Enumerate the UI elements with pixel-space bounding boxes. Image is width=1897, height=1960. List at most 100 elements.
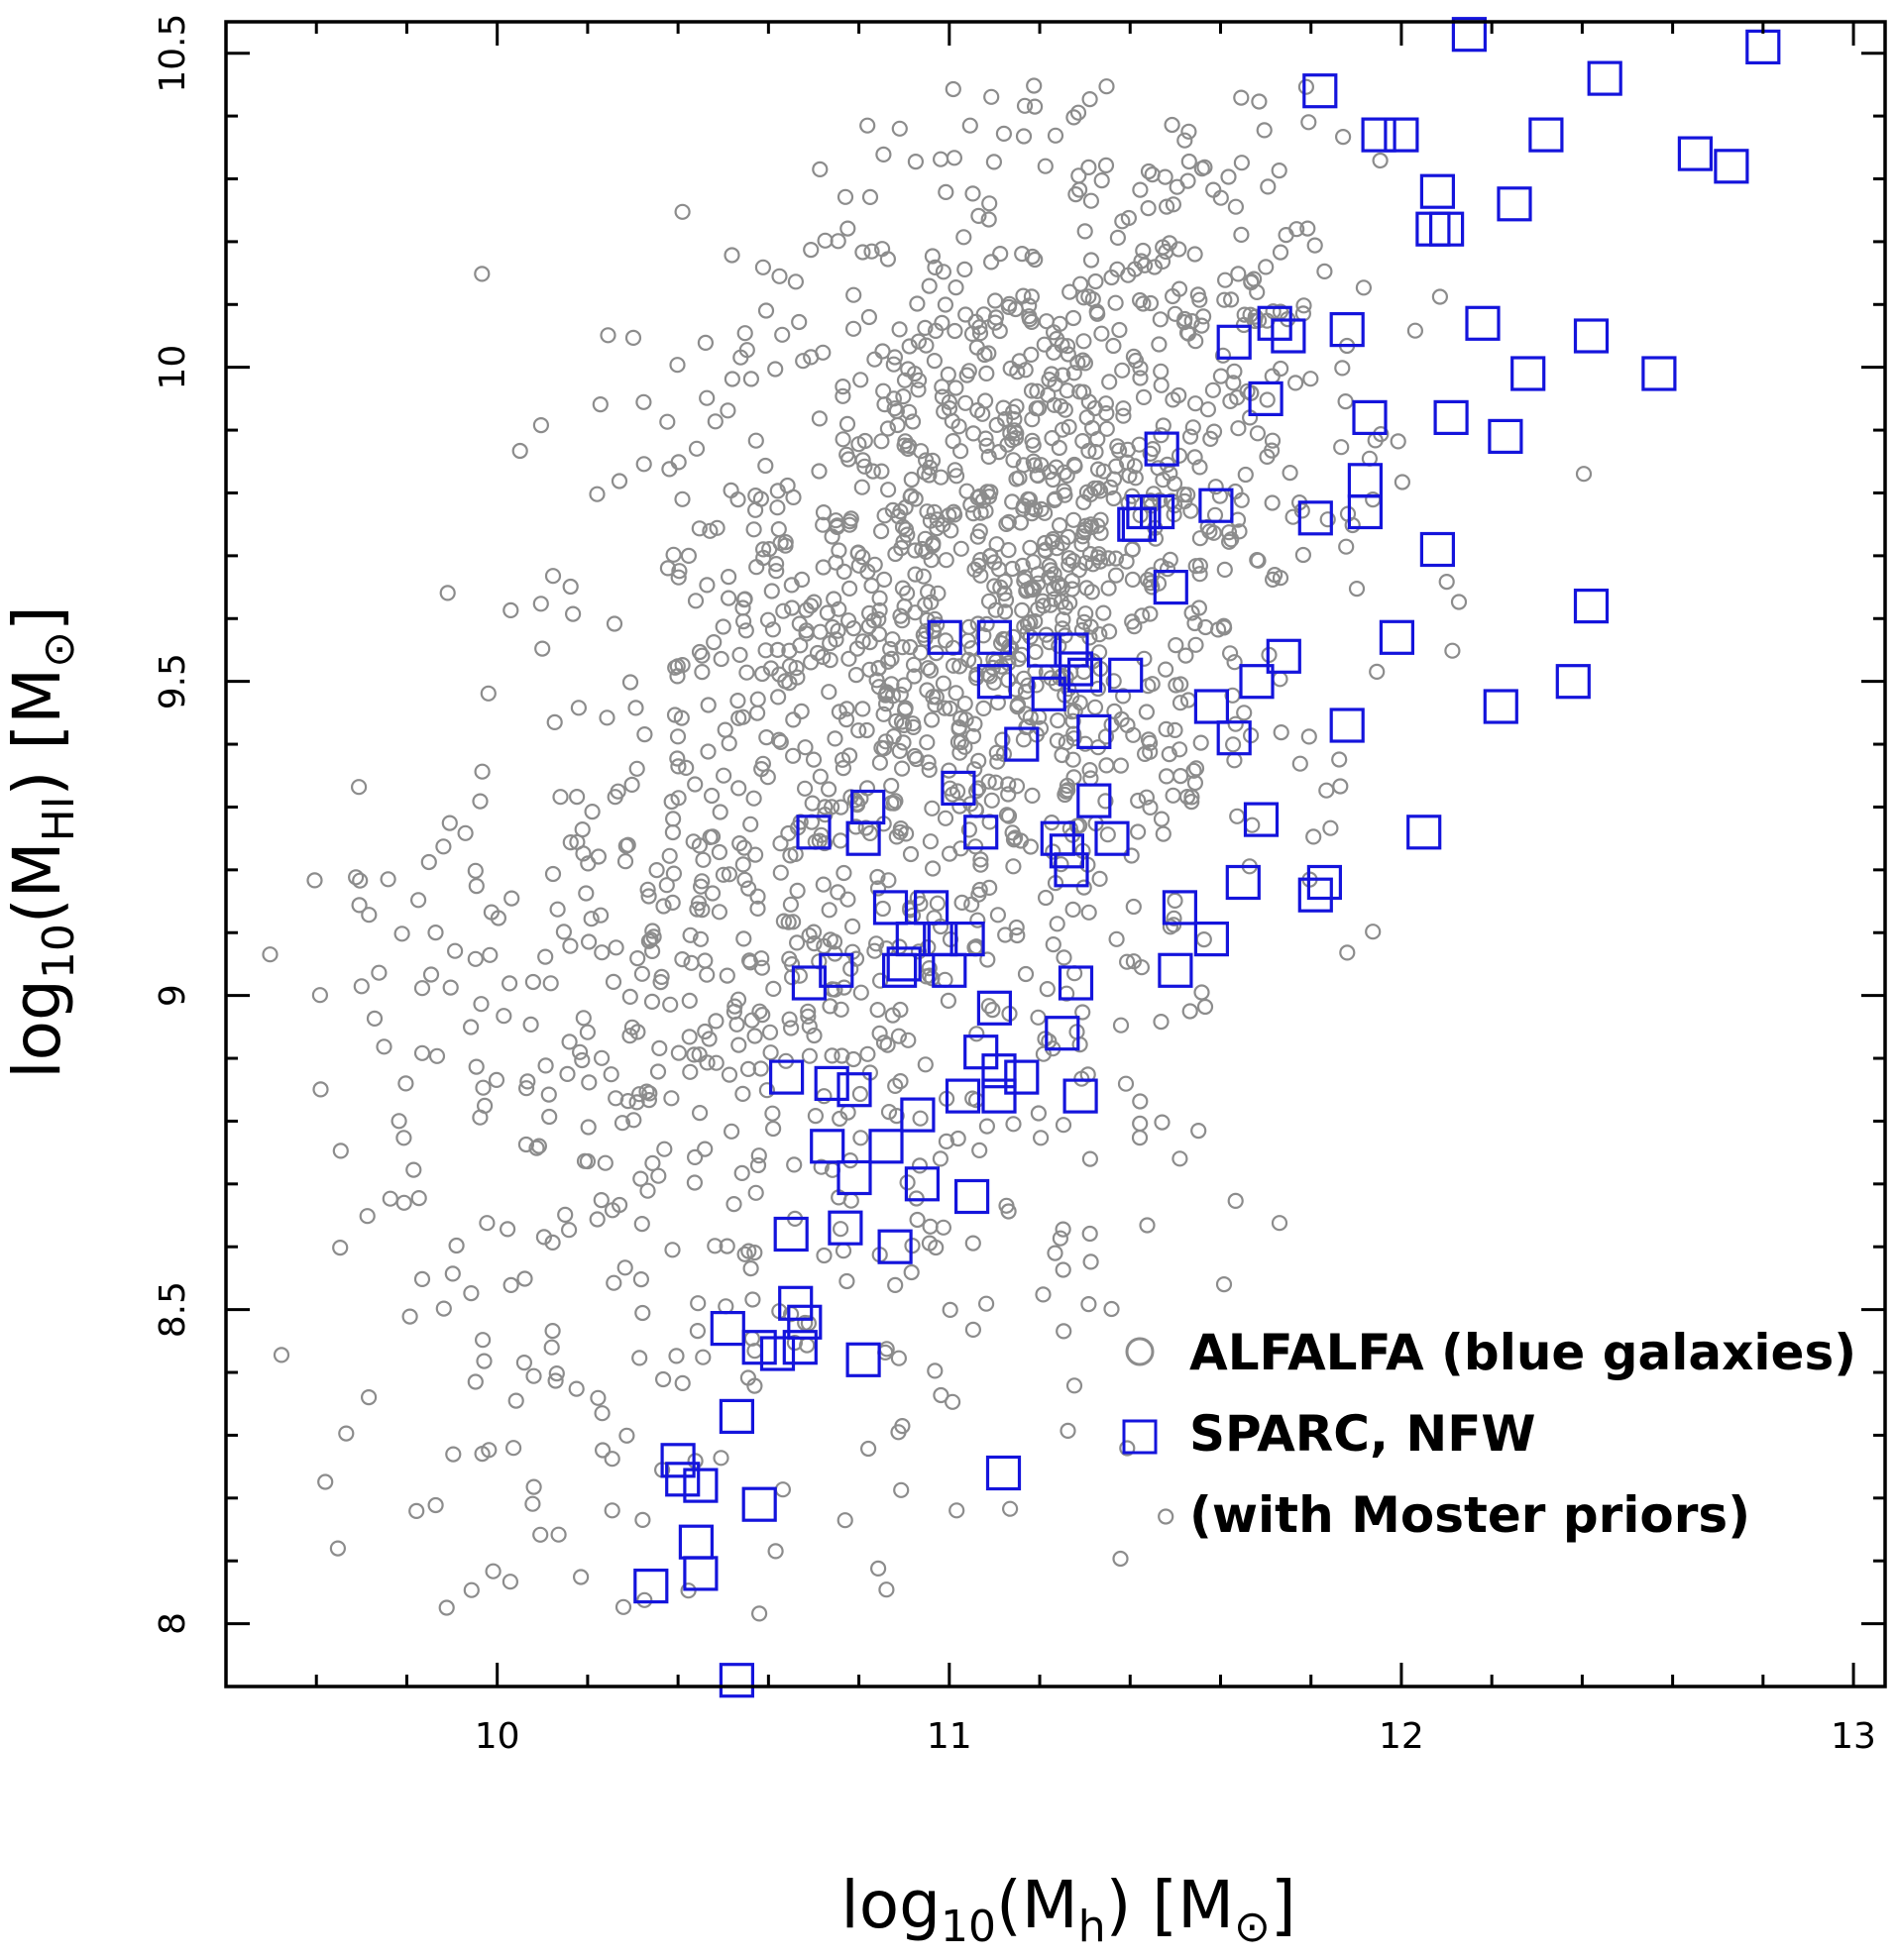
alfalfa-point (664, 894, 681, 912)
alfalfa-point (923, 711, 941, 728)
alfalfa-point (361, 1388, 378, 1406)
alfalfa-point (1204, 381, 1222, 398)
alfalfa-point (658, 877, 675, 894)
alfalfa-point (832, 1221, 849, 1238)
alfalfa-point (793, 703, 810, 720)
alfalfa-point (1045, 843, 1061, 860)
alfalfa-point (547, 1372, 564, 1389)
sparc-point (1054, 632, 1089, 668)
alfalfa-point (1016, 97, 1034, 114)
alfalfa-point (1033, 457, 1050, 474)
alfalfa-point (1041, 557, 1058, 575)
alfalfa-point (854, 701, 871, 717)
alfalfa-point (1065, 109, 1082, 126)
alfalfa-point (1074, 352, 1091, 369)
alfalfa-point (1209, 621, 1227, 638)
alfalfa-point (894, 518, 912, 535)
alfalfa-point (621, 674, 639, 691)
alfalfa-point (1135, 295, 1152, 312)
alfalfa-point (964, 185, 981, 202)
sparc-point (810, 1129, 845, 1164)
alfalfa-point (1131, 1129, 1149, 1146)
plot-frame (224, 20, 1887, 1688)
alfalfa-point (803, 349, 820, 366)
sparc-point (845, 1342, 881, 1377)
alfalfa-point (1165, 196, 1182, 213)
alfalfa-point (1012, 514, 1030, 531)
alfalfa-point (932, 151, 949, 167)
alfalfa-point (1164, 116, 1180, 134)
alfalfa-point (1030, 1105, 1048, 1122)
alfalfa-point (749, 900, 766, 918)
sparc-point (1216, 324, 1252, 360)
alfalfa-point (530, 1138, 548, 1154)
alfalfa-point (691, 643, 709, 661)
alfalfa-point (422, 966, 440, 983)
alfalfa-point (1167, 721, 1183, 739)
alfalfa-point (1081, 761, 1098, 779)
alfalfa-point (442, 979, 459, 996)
alfalfa-point (911, 1157, 929, 1174)
alfalfa-point (1185, 762, 1202, 779)
alfalfa-point (1158, 720, 1174, 738)
alfalfa-point (1157, 168, 1173, 185)
alfalfa-point (736, 871, 753, 889)
alfalfa-point (1091, 870, 1108, 888)
alfalfa-point (836, 563, 852, 581)
alfalfa-point (1059, 777, 1076, 795)
alfalfa-point (627, 700, 644, 716)
alfalfa-point (871, 590, 888, 606)
alfalfa-point (1220, 533, 1238, 550)
alfalfa-point (788, 659, 805, 677)
alfalfa-point (995, 745, 1013, 763)
alfalfa-point (960, 618, 977, 635)
alfalfa-point (867, 935, 885, 952)
sparc-point (1465, 305, 1501, 341)
legend-circle-marker (1125, 1337, 1155, 1366)
sparc-point (1573, 318, 1610, 354)
alfalfa-point (1071, 275, 1089, 292)
sparc-point (1094, 820, 1130, 856)
alfalfa-point (1264, 571, 1282, 589)
alfalfa-point (813, 1158, 830, 1175)
alfalfa-point (645, 928, 662, 945)
alfalfa-point (1264, 494, 1281, 511)
alfalfa-point (1225, 375, 1242, 391)
alfalfa-point (1127, 261, 1144, 277)
sparc-point (963, 815, 999, 850)
alfalfa-point (311, 987, 328, 1004)
alfalfa-point (648, 861, 665, 879)
sparc-point (1076, 713, 1112, 750)
alfalfa-point (640, 888, 657, 905)
alfalfa-point (1141, 734, 1159, 751)
sparc-point (1306, 864, 1343, 901)
alfalfa-point (1004, 560, 1021, 578)
alfalfa-point (633, 1215, 650, 1233)
alfalfa-point (1109, 229, 1127, 246)
alfalfa-point (757, 302, 775, 319)
alfalfa-point (628, 1094, 645, 1111)
alfalfa-point (921, 467, 938, 484)
alfalfa-point (830, 233, 846, 250)
alfalfa-point (903, 1263, 920, 1281)
alfalfa-point (694, 663, 711, 681)
alfalfa-point (785, 711, 802, 728)
alfalfa-point (1575, 466, 1593, 483)
alfalfa-point (592, 396, 609, 413)
alfalfa-point (502, 1574, 519, 1590)
alfalfa-point (1061, 283, 1078, 300)
alfalfa-point (1251, 93, 1268, 110)
alfalfa-point (1065, 725, 1082, 742)
alfalfa-point (1145, 441, 1162, 458)
alfalfa-point (1080, 288, 1097, 305)
alfalfa-point (940, 366, 956, 382)
alfalfa-point (757, 642, 774, 659)
alfalfa-point (1142, 294, 1160, 312)
alfalfa-point (649, 1063, 667, 1080)
alfalfa-point (744, 1291, 761, 1308)
alfalfa-point (1229, 808, 1246, 824)
alfalfa-point (1093, 172, 1110, 189)
alfalfa-point (1191, 566, 1208, 583)
alfalfa-point (782, 1020, 800, 1036)
alfalfa-point (1334, 360, 1351, 377)
